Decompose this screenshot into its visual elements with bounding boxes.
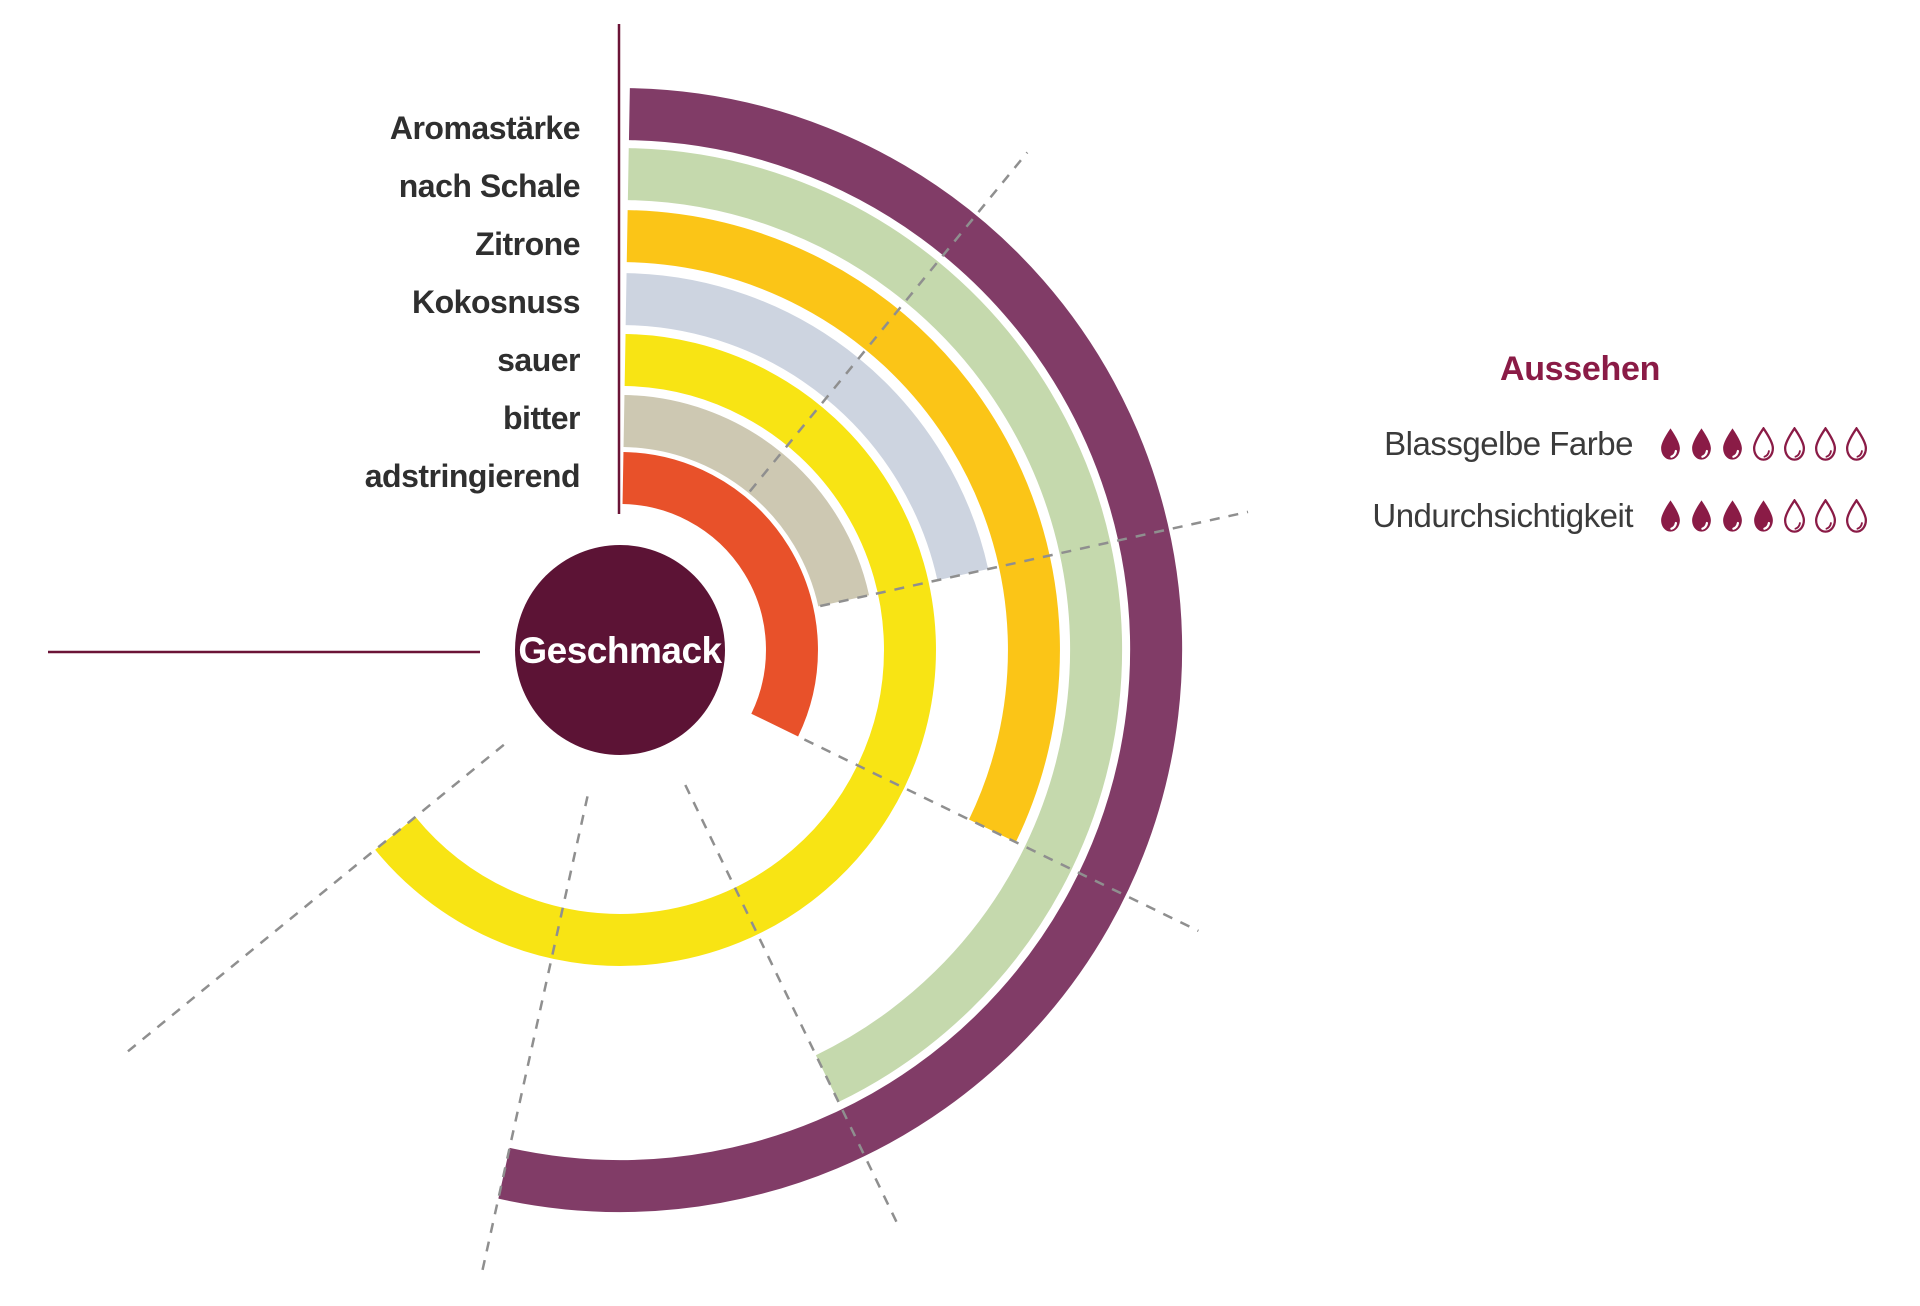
aussehen-row-undurchsichtigkeit: Undurchsichtigkeit	[1290, 492, 1870, 540]
drop-icon-empty	[1845, 427, 1868, 461]
series-label-zitrone: Zitrone	[475, 226, 580, 262]
drop-icon-empty	[1814, 499, 1837, 533]
gridline-unit-4	[684, 784, 902, 1230]
drop-icon-filled	[1723, 428, 1742, 460]
aussehen-row-label: Blassgelbe Farbe	[1384, 425, 1633, 462]
drop-icon-filled	[1661, 500, 1680, 532]
drop-icon-empty	[1845, 499, 1868, 533]
series-label-kokosnuss: Kokosnuss	[412, 284, 580, 320]
aussehen-row-blassgelbe-farbe: Blassgelbe Farbe	[1290, 420, 1870, 468]
gridline-unit-1	[748, 151, 1029, 493]
gridline-unit-2	[819, 510, 1249, 608]
series-label-nach-schale: nach Schale	[399, 168, 580, 204]
gridline-unit-3	[803, 738, 1199, 933]
arc-adstringierend	[622, 452, 818, 737]
drop-icon-empty	[1752, 427, 1775, 461]
series-label-bitter: bitter	[503, 400, 580, 436]
drop-icon-filled	[1661, 428, 1680, 460]
arc-zitrone	[626, 210, 1060, 843]
aussehen-panel: Aussehen Blassgelbe Farbe Undurchsichtigk…	[1290, 346, 1870, 534]
drop-icon-empty	[1783, 499, 1806, 533]
gridline-unit-6	[120, 743, 505, 1058]
drop-rating	[1658, 499, 1869, 533]
series-label-sauer: sauer	[497, 342, 580, 378]
series-label-adstringierend: adstringierend	[365, 458, 580, 494]
center-circle	[515, 545, 725, 755]
series-label-aromastaerke: Aromastärke	[390, 110, 580, 146]
drop-icon-filled	[1692, 500, 1711, 532]
aussehen-title: Aussehen	[1499, 350, 1661, 388]
drop-icon-filled	[1754, 500, 1773, 532]
drop-icon-filled	[1692, 428, 1711, 460]
center-label: Geschmack	[518, 630, 722, 671]
drop-icon-empty	[1814, 427, 1837, 461]
drop-icon-empty	[1783, 427, 1806, 461]
aussehen-row-label: Undurchsichtigkeit	[1372, 497, 1633, 534]
drop-icon-filled	[1723, 500, 1742, 532]
arc-aromastaerke	[498, 88, 1183, 1213]
arc-kokosnuss	[625, 273, 989, 581]
gridline-unit-5	[479, 796, 589, 1279]
drop-rating	[1658, 427, 1869, 461]
